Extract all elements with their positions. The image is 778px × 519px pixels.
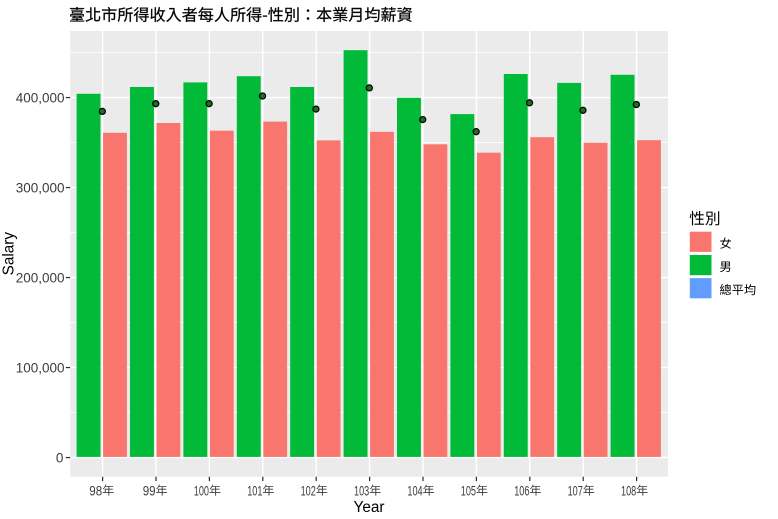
svg-text:104: 104 [407, 483, 423, 498]
svg-text:Salary: Salary [0, 232, 17, 276]
svg-text:99: 99 [143, 483, 156, 498]
svg-text:101: 101 [247, 483, 262, 498]
svg-text:100: 100 [194, 483, 209, 498]
svg-text:98: 98 [89, 483, 102, 498]
svg-text:300,000: 300,000 [16, 181, 65, 196]
svg-text:105: 105 [461, 483, 476, 498]
svg-text:0: 0 [56, 451, 64, 466]
svg-text:400,000: 400,000 [16, 91, 65, 106]
svg-text:103: 103 [354, 483, 369, 498]
svg-text:102: 102 [301, 483, 316, 498]
svg-text:107: 107 [568, 483, 583, 498]
svg-text:100,000: 100,000 [16, 361, 65, 376]
svg-text:106: 106 [514, 483, 529, 498]
svg-text:108: 108 [621, 483, 636, 498]
svg-text:200,000: 200,000 [16, 271, 65, 286]
svg-text:Year: Year [354, 499, 385, 516]
